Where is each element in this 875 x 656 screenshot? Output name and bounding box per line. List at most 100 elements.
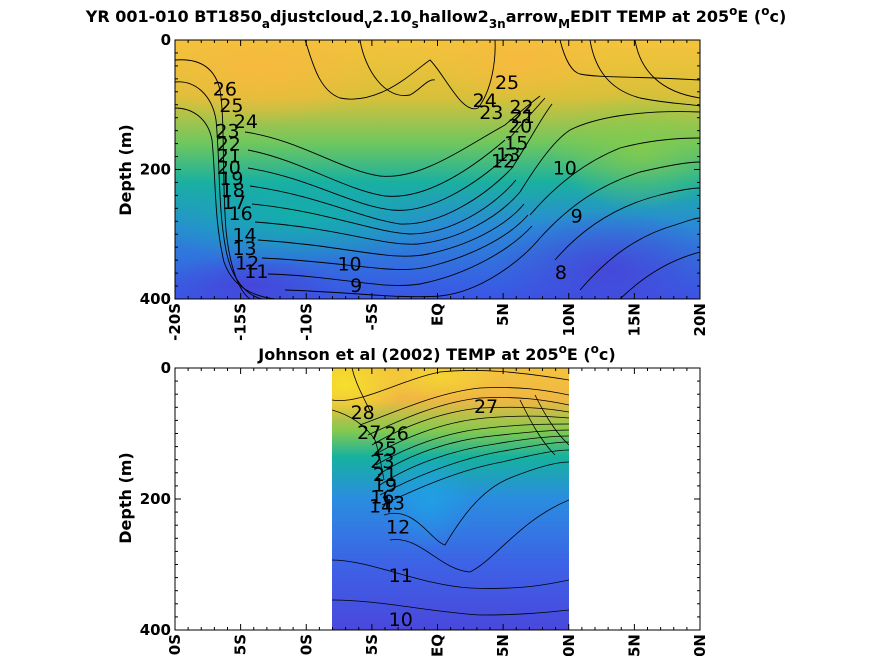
contour-label: 21	[373, 464, 397, 486]
bottom-y-axis: Depth (m) 0 200 400	[116, 359, 700, 639]
x-tick-label: -5S	[363, 303, 381, 330]
title-part: o	[591, 342, 599, 356]
contour-label: 23	[215, 121, 239, 143]
title-part: c)	[769, 7, 786, 26]
top-contours	[175, 40, 700, 299]
x-tick-label: 15N	[625, 303, 643, 336]
top-y-axis: Depth (m) 0 200 400	[116, 31, 700, 308]
x-tick-label: 20N	[691, 634, 709, 656]
y-tick-label: 400	[140, 290, 171, 308]
top-panel: YR 001-010 BT1850adjustcloudv2.10shallow…	[85, 4, 787, 341]
contour-label: 25	[373, 438, 397, 460]
x-tick-label: -15S	[232, 303, 250, 341]
x-tick-label: 15N	[625, 634, 643, 656]
contour-label: 12	[491, 150, 515, 172]
contour-label: 9	[350, 275, 362, 297]
contour-label: 27	[357, 422, 381, 444]
x-tick-label: 20N	[691, 303, 709, 336]
contour-label: 20	[508, 115, 532, 137]
x-tick-label: EQ	[429, 303, 447, 326]
bottom-contours	[332, 368, 569, 616]
y-tick-label: 400	[140, 621, 171, 639]
contour-label: 11	[244, 261, 268, 283]
x-tick-label: 5N	[494, 634, 512, 656]
title-part: 2.10	[372, 7, 411, 26]
contour-label: 17	[222, 192, 246, 214]
title-part: arrow	[506, 7, 559, 26]
x-tick-label: 5N	[494, 303, 512, 326]
x-tick-label: -20S	[166, 303, 184, 341]
contour-label: 19	[373, 475, 397, 497]
title-part: E (	[567, 345, 591, 364]
contour-label: 20	[217, 157, 241, 179]
contour-label: 13	[232, 238, 256, 260]
y-tick-label: 200	[140, 161, 171, 179]
contour-label: 23	[479, 102, 503, 124]
x-tick-label: -15S	[232, 634, 250, 656]
contour-label: 26	[385, 423, 409, 445]
contour-label: 23	[370, 451, 394, 473]
contour-label: 10	[553, 158, 577, 180]
contour-label: 11	[389, 565, 413, 587]
title-part: EDIT TEMP at 205	[570, 7, 729, 26]
contour-label: 19	[219, 168, 243, 190]
contour-label: 22	[217, 134, 241, 156]
title-part: o	[761, 4, 769, 18]
title-part: hallow2	[419, 7, 489, 26]
top-x-axis: -20S -15S -10S -5S EQ 5N 10N 15N 20N	[166, 40, 709, 341]
y-tick-label: 200	[140, 490, 171, 508]
title-part: E (	[737, 7, 761, 26]
contour-label: 28	[351, 402, 375, 424]
title-part: o	[729, 4, 737, 18]
top-ylabel: Depth (m)	[116, 124, 135, 216]
contour-label: 10	[337, 253, 361, 275]
x-tick-label: 10N	[560, 634, 578, 656]
contour-label: 21	[217, 145, 241, 167]
x-tick-label: -10S	[297, 634, 315, 656]
title-part: v	[364, 17, 372, 31]
contour-label: 12	[235, 253, 259, 275]
contour-label: 13	[381, 492, 405, 514]
bottom-panel: Johnson et al (2002) TEMP at 205oE (oc)	[116, 342, 709, 656]
title-part: YR 001-010 BT1850	[85, 7, 262, 26]
title-part: a	[262, 17, 270, 31]
contour-label: 24	[473, 90, 497, 112]
contour-label: 14	[369, 496, 393, 518]
title-part: c)	[599, 345, 616, 364]
contour-label: 16	[229, 203, 253, 225]
bottom-x-axis: -20S -15S -10S -5S EQ 5N 10N 15N 20N	[166, 368, 709, 656]
contour-label: 8	[555, 262, 567, 284]
bottom-ylabel: Depth (m)	[116, 452, 135, 544]
y-tick-label: 0	[161, 359, 171, 377]
x-tick-label: -5S	[363, 634, 381, 656]
title-part: Johnson et al (2002) TEMP at 205	[257, 345, 558, 364]
x-tick-label: -10S	[297, 303, 315, 341]
contour-label: 24	[234, 111, 258, 133]
contour-label: 13	[496, 144, 520, 166]
x-tick-label: EQ	[429, 634, 447, 656]
contour-label: 9	[571, 205, 583, 227]
contour-label: 21	[511, 106, 535, 128]
contour-label: 25	[495, 72, 519, 94]
title-part: M	[558, 17, 570, 31]
contour-label: 26	[213, 79, 237, 101]
contour-label: 10	[389, 609, 413, 631]
bottom-title: Johnson et al (2002) TEMP at 205oE (oc)	[257, 342, 615, 364]
x-tick-label: -20S	[166, 634, 184, 656]
title-part: o	[559, 342, 567, 356]
contour-label: 25	[219, 95, 243, 117]
contour-label: 15	[504, 132, 528, 154]
contour-label: 14	[232, 224, 256, 246]
contour-label: 12	[386, 517, 410, 539]
contour-label: 18	[221, 180, 245, 202]
x-tick-label: 10N	[560, 303, 578, 336]
y-tick-label: 0	[161, 31, 171, 49]
contour-label: 16	[370, 486, 394, 508]
top-title: YR 001-010 BT1850adjustcloudv2.10shallow…	[85, 4, 787, 31]
title-part: djustcloud	[270, 7, 364, 26]
